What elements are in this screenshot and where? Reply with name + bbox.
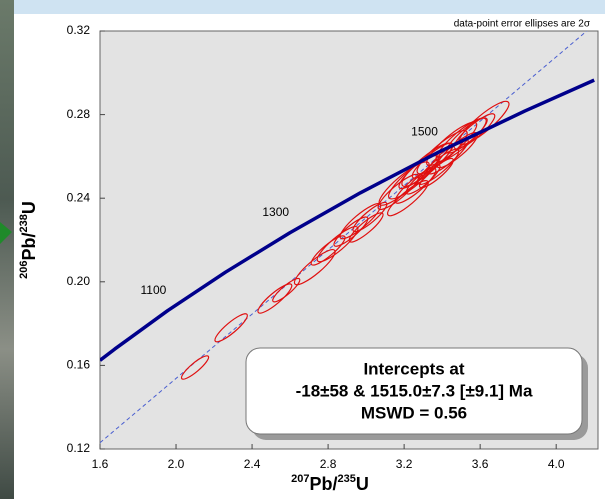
error-ellipse	[378, 161, 430, 206]
age-mark	[288, 231, 292, 235]
error-ellipse	[394, 167, 437, 204]
x-tick-label: 3.6	[472, 457, 489, 471]
error-ellipse	[453, 113, 496, 150]
overlay: 1100 1300 1500 Intercepts at -18±58 & 1515.0…	[99, 30, 588, 450]
x-tick-label: 4.0	[548, 457, 565, 471]
discordia-line	[100, 31, 588, 444]
y-tick-label: 0.28	[67, 107, 91, 121]
error-ellipse	[180, 355, 210, 380]
label-superscript: 206	[18, 261, 30, 279]
label-text: U	[356, 474, 369, 494]
error-ellipse	[272, 277, 301, 303]
error-ellipse	[333, 216, 369, 247]
label-superscript: 235	[338, 473, 356, 485]
error-ellipse	[214, 313, 248, 343]
error-ellipse	[445, 117, 488, 154]
age-label: 1300	[262, 205, 289, 219]
result-text: Intercepts at	[363, 359, 464, 378]
age-mark	[437, 150, 441, 154]
label-text: Pb/	[19, 232, 39, 260]
x-tick-label: 3.2	[396, 457, 413, 471]
top-band	[0, 0, 605, 14]
label-text: U	[19, 201, 39, 214]
age-mark	[165, 309, 169, 313]
y-tick-label: 0.24	[67, 190, 91, 204]
plot-content	[100, 31, 595, 444]
x-tick-label: 1.6	[92, 457, 109, 471]
xlabel-label: 207Pb/235U	[291, 473, 369, 494]
y-tick-label: 0.20	[67, 274, 91, 288]
y-tick-label: 0.32	[67, 23, 91, 37]
side-arrow	[0, 222, 12, 244]
result-text: -18±58 & 1515.0±7.3 [±9.1] Ma	[296, 381, 533, 400]
y-tick-label: 0.12	[67, 441, 91, 455]
error-ellipse	[293, 249, 336, 286]
y-tick-label: 0.16	[67, 358, 91, 372]
label-superscript: 207	[291, 473, 309, 485]
result-text: MSWD = 0.56	[361, 403, 467, 422]
note: data-point error ellipses are 2σ	[454, 19, 591, 30]
x-tick-label: 2.0	[168, 457, 185, 471]
side-photo	[0, 0, 14, 499]
error-ellipse	[387, 180, 429, 217]
error-ellipse	[401, 142, 453, 187]
x-tick-label: 2.4	[244, 457, 261, 471]
label-text: Pb/	[309, 474, 337, 494]
result-box	[245, 347, 583, 435]
error-ellipse	[348, 212, 384, 243]
error-ellipse	[418, 157, 454, 189]
age-label: 1100	[140, 283, 166, 297]
ylabel-label: 206Pb/238U	[18, 201, 39, 279]
label-superscript: 238	[18, 214, 30, 232]
error-ellipse	[257, 283, 293, 314]
error-ellipse	[310, 235, 346, 266]
error-ellipse	[352, 201, 388, 233]
age-label: 1500	[411, 124, 438, 138]
x-tick-label: 2.8	[320, 457, 337, 471]
